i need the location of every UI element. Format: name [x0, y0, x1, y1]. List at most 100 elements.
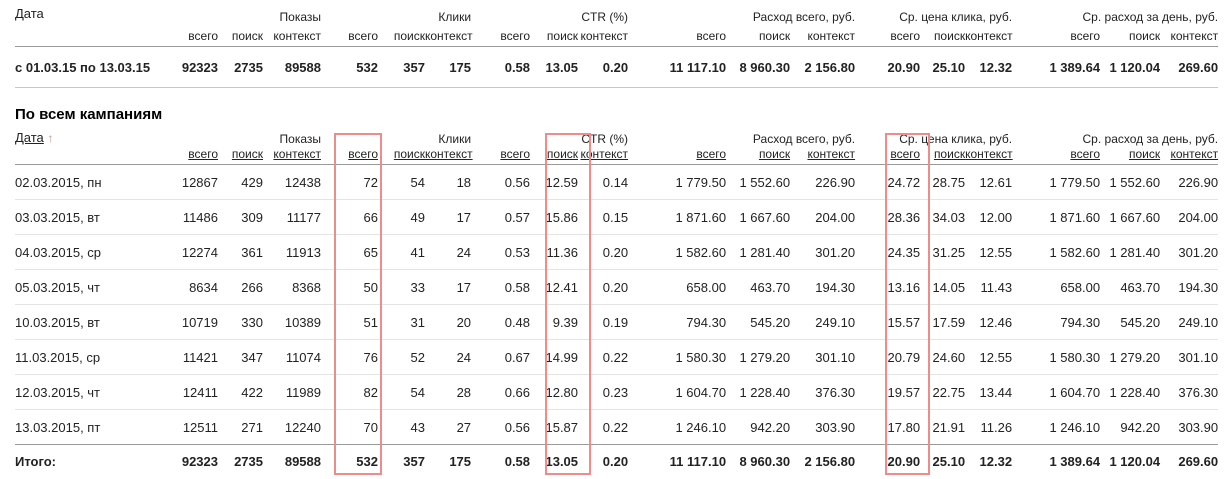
value-cell: 301.20 [790, 234, 856, 270]
value-cell: 0.56 [471, 409, 531, 445]
value-cell: 89588 [263, 46, 321, 88]
value-cell: 0.58 [471, 46, 531, 88]
sort-daily-total-link[interactable]: всего [1070, 147, 1101, 161]
value-cell: 301.20 [1160, 234, 1219, 270]
value-cell: 13.05 [530, 444, 579, 477]
sort-cpc-total-link[interactable]: всего [890, 147, 921, 161]
value-cell: 66 [321, 199, 378, 235]
sort-cost-total-link[interactable]: всего [696, 147, 727, 161]
value-cell: 194.30 [1160, 269, 1219, 305]
value-cell: 33 [378, 269, 425, 305]
sort-impressions-total-link[interactable]: всего [188, 147, 218, 161]
sort-cpc-search-link[interactable]: поиск [933, 147, 966, 161]
value-cell: 21.91 [920, 409, 966, 445]
sort-cost-context-link[interactable]: контекст [807, 147, 856, 161]
sort-header-clicks-total: всего [321, 146, 378, 165]
value-cell: 532 [321, 444, 378, 477]
value-cell: 0.67 [471, 339, 531, 375]
value-cell: 249.10 [1160, 304, 1219, 340]
value-cell: 12438 [284, 174, 321, 190]
value-cell: 10389 [263, 304, 321, 340]
value-cell: 12240 [263, 409, 321, 445]
value-cell: 0.20 [578, 234, 629, 270]
value-cell: 14.99 [530, 339, 579, 375]
col-clicks-total: всего [321, 24, 378, 47]
date-cell: Итого: [15, 444, 165, 477]
campaigns-body: 02.03.2015, пн 12867 429 12438 72 54 18 0.56 12.… [15, 165, 1219, 445]
value-cell: 13.16 [855, 269, 921, 305]
value-cell: 25.10 [920, 444, 966, 477]
value-cell: 13.05 [530, 46, 579, 88]
value-cell: 51 [321, 304, 378, 340]
value-cell: 0.22 [578, 339, 629, 375]
sort-clicks-context-link[interactable]: контекст [425, 147, 473, 161]
sort-header-impressions-context: контекст [263, 146, 321, 165]
col-ctr-total: всего [471, 24, 531, 47]
sort-cost-search-link[interactable]: поиск [758, 147, 791, 161]
sort-header-impressions-total: всего [165, 146, 218, 165]
value-cell: 24 [425, 339, 472, 375]
sort-impressions-search-link[interactable]: поиск [231, 147, 263, 161]
value-cell: 269.60 [1160, 46, 1219, 88]
value-cell: 1 580.30 [628, 339, 727, 375]
sort-date-link[interactable]: Дата [15, 130, 44, 145]
col-daily-total: всего [1012, 24, 1101, 47]
sort-header-cpc-search: поиск [920, 146, 966, 165]
value-cell: 2 156.80 [790, 444, 856, 477]
sort-header-daily-total: всего [1012, 146, 1101, 165]
value-cell: 12411 [165, 374, 218, 410]
value-cell: 8634 [165, 269, 218, 305]
value-cell: 9.39 [530, 304, 579, 340]
table-row: 05.03.2015, чт 8634 266 8368 50 33 17 0.58 12.41… [15, 269, 1219, 305]
sort-clicks-total-link[interactable]: всего [348, 147, 378, 161]
value-cell: 11.43 [965, 269, 1013, 305]
col-impressions-search: поиск [218, 24, 263, 47]
sort-header-impressions-search: поиск [218, 146, 263, 165]
value-cell: 17.80 [855, 409, 921, 445]
value-cell: 226.90 [815, 174, 856, 190]
sort-header-cost-total: всего [628, 146, 727, 165]
value-cell: 20.90 [855, 444, 921, 477]
value-cell: 0.57 [471, 199, 531, 235]
sort-header-cost-context: контекст [790, 146, 856, 165]
value-cell: 545.20 [726, 304, 791, 340]
value-cell: 463.70 [726, 269, 791, 305]
value-cell: 10719 [165, 304, 218, 340]
value-cell: 1 389.64 [1012, 444, 1101, 477]
value-cell: 12274 [165, 234, 218, 270]
value-cell: 1 667.60 [726, 199, 791, 235]
value-cell: 0.58 [471, 444, 531, 477]
table-row: 04.03.2015, ср 12274 361 11913 65 41 24 0.53 11.… [15, 234, 1219, 270]
sort-cpc-context-link[interactable]: контекст [965, 147, 1013, 161]
sort-header-ctr-total: всего [471, 146, 531, 165]
sort-header-cpc-total: всего [855, 146, 921, 165]
sort-daily-context-link[interactable]: контекст [1170, 147, 1219, 161]
table-row: 03.03.2015, вт 11486 309 11177 66 49 17 0.57 15.… [15, 199, 1219, 235]
sort-daily-search-link[interactable]: поиск [1128, 147, 1161, 161]
sort-ctr-context-link[interactable]: контекст [580, 147, 629, 161]
value-cell: 12.80 [530, 374, 579, 410]
value-cell: 2 156.80 [790, 46, 856, 88]
value-cell: 1 279.20 [1100, 339, 1161, 375]
col-group-avg-daily-cost: Ср. расход за день, руб. [1082, 10, 1219, 24]
sort-ctr-total-link[interactable]: всего [500, 147, 531, 161]
value-cell: 11 117.10 [628, 444, 727, 477]
value-cell: 11.26 [965, 409, 1013, 445]
value-cell: 11074 [263, 339, 321, 375]
sort-header-cost-search: поиск [726, 146, 791, 165]
value-cell: 17 [425, 269, 472, 305]
value-cell: 376.30 [790, 374, 856, 410]
sort-impressions-context-link[interactable]: контекст [273, 147, 321, 161]
value-cell: 429 [241, 174, 263, 190]
value-cell: 303.90 [1160, 409, 1219, 445]
value-cell: 11913 [263, 234, 321, 270]
value-cell: 12.32 [965, 444, 1013, 477]
value-cell: 12.41 [530, 269, 579, 305]
sort-ctr-search-link[interactable]: поиск [546, 147, 579, 161]
value-cell: 532 [321, 46, 378, 88]
totals-body: Итого: 92323 2735 89588 532 357 175 0.58 13.05 0.… [15, 444, 1219, 477]
col-daily-context: контекст [1160, 24, 1219, 47]
value-cell: 0.56 [504, 174, 531, 190]
col-ctr-search: поиск [530, 24, 579, 47]
sort-clicks-search-link[interactable]: поиск [393, 147, 425, 161]
